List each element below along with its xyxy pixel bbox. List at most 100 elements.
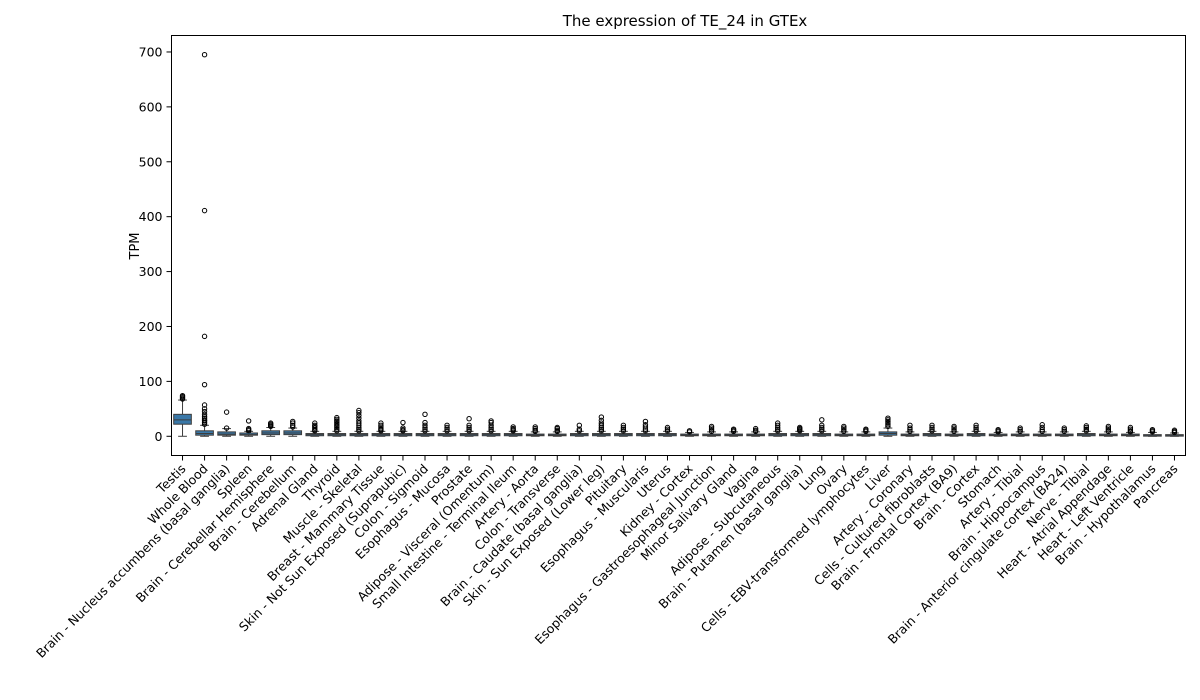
outlier-point bbox=[708, 425, 715, 431]
outlier-point bbox=[444, 428, 450, 434]
outlier-point bbox=[841, 423, 847, 430]
outlier-point bbox=[422, 422, 428, 429]
outlier-point bbox=[576, 422, 583, 429]
outlier-point bbox=[929, 426, 935, 432]
outlier-point bbox=[334, 416, 340, 422]
outlier-point bbox=[1061, 425, 1067, 431]
outlier-point bbox=[819, 426, 825, 432]
outlier-point bbox=[642, 424, 649, 430]
outlier-point bbox=[620, 426, 627, 432]
outlier-point bbox=[598, 420, 605, 426]
box-group bbox=[900, 422, 920, 437]
chart-title: The expression of TE_24 in GTEx bbox=[562, 12, 808, 31]
outlier-point bbox=[620, 424, 627, 431]
box-group bbox=[746, 425, 765, 437]
outlier-point bbox=[1083, 423, 1090, 429]
box-group bbox=[261, 420, 281, 437]
outlier-point bbox=[885, 417, 891, 423]
outlier-point bbox=[907, 428, 913, 435]
box-group bbox=[173, 392, 192, 437]
outlier-point bbox=[290, 418, 296, 425]
outlier-point bbox=[907, 425, 913, 431]
outlier-point bbox=[973, 422, 979, 429]
outlier-point bbox=[466, 422, 472, 429]
outlier-point bbox=[1061, 426, 1067, 433]
outlier-point bbox=[201, 411, 208, 418]
box-group bbox=[217, 409, 236, 437]
box bbox=[173, 413, 192, 425]
outlier-point bbox=[444, 426, 450, 432]
box-group bbox=[1143, 426, 1162, 437]
outlier-point bbox=[201, 381, 208, 388]
outlier-point bbox=[774, 428, 781, 434]
box-group bbox=[481, 418, 501, 437]
outlier-point bbox=[356, 407, 362, 414]
outlier-point bbox=[554, 424, 560, 431]
outlier-point bbox=[334, 423, 340, 429]
outlier-point bbox=[245, 418, 252, 424]
outlier-point bbox=[290, 422, 296, 429]
outlier-point bbox=[1127, 424, 1134, 431]
outlier-point bbox=[488, 426, 494, 432]
outlier-point bbox=[1127, 426, 1134, 432]
outlier-point bbox=[885, 415, 891, 421]
box-group bbox=[1032, 422, 1052, 437]
box bbox=[195, 430, 214, 436]
outlier-point bbox=[951, 423, 957, 430]
outlier-point bbox=[774, 426, 781, 432]
y-tick-label: 400 bbox=[139, 209, 163, 224]
outlier-point bbox=[1105, 423, 1112, 430]
box-group bbox=[393, 419, 413, 437]
outlier-point bbox=[752, 427, 759, 433]
outlier-point bbox=[488, 419, 494, 426]
outlier-point bbox=[1149, 426, 1156, 433]
outlier-point bbox=[1039, 426, 1045, 433]
outlier-point bbox=[620, 422, 627, 429]
outlier-point bbox=[422, 424, 428, 431]
outlier-point bbox=[334, 419, 340, 426]
outlier-point bbox=[488, 428, 494, 434]
outlier-point bbox=[686, 428, 693, 434]
outlier-point bbox=[201, 52, 208, 58]
box-group bbox=[768, 420, 788, 437]
box-group bbox=[636, 418, 655, 437]
outlier-point bbox=[1017, 425, 1023, 431]
outlier-point bbox=[488, 418, 494, 424]
outlier-point bbox=[356, 409, 362, 416]
outlier-point bbox=[1171, 427, 1178, 433]
outlier-point bbox=[1083, 424, 1090, 431]
outlier-point bbox=[973, 426, 979, 432]
outlier-point bbox=[841, 426, 847, 433]
outlier-point bbox=[1083, 428, 1090, 434]
box-group bbox=[856, 426, 876, 437]
outlier-point bbox=[576, 428, 583, 434]
outlier-point bbox=[312, 422, 318, 429]
box-group bbox=[1054, 425, 1074, 437]
box-group bbox=[371, 420, 391, 437]
outlier-point bbox=[1017, 426, 1023, 433]
box-group bbox=[1099, 423, 1118, 437]
box-group bbox=[614, 422, 633, 437]
outlier-point bbox=[642, 428, 649, 434]
box-group bbox=[702, 423, 721, 437]
outlier-point bbox=[422, 419, 428, 426]
outlier-point bbox=[334, 414, 340, 421]
y-tick-label: 0 bbox=[155, 429, 163, 444]
outlier-point bbox=[598, 428, 605, 434]
box-group bbox=[1121, 424, 1140, 437]
outlier-point bbox=[488, 424, 494, 431]
outlier-point bbox=[885, 418, 891, 425]
outlier-point bbox=[929, 422, 935, 429]
outlier-point bbox=[334, 424, 340, 431]
outlier-point bbox=[201, 207, 208, 214]
outlier-point bbox=[532, 425, 538, 432]
outlier-point bbox=[334, 418, 340, 424]
outlier-point bbox=[400, 419, 406, 426]
outlier-point bbox=[378, 420, 384, 426]
outlier-point bbox=[334, 426, 340, 432]
outlier-point bbox=[179, 392, 186, 399]
outlier-point bbox=[201, 417, 208, 423]
box-group bbox=[724, 426, 743, 437]
outlier-point bbox=[1039, 422, 1045, 428]
